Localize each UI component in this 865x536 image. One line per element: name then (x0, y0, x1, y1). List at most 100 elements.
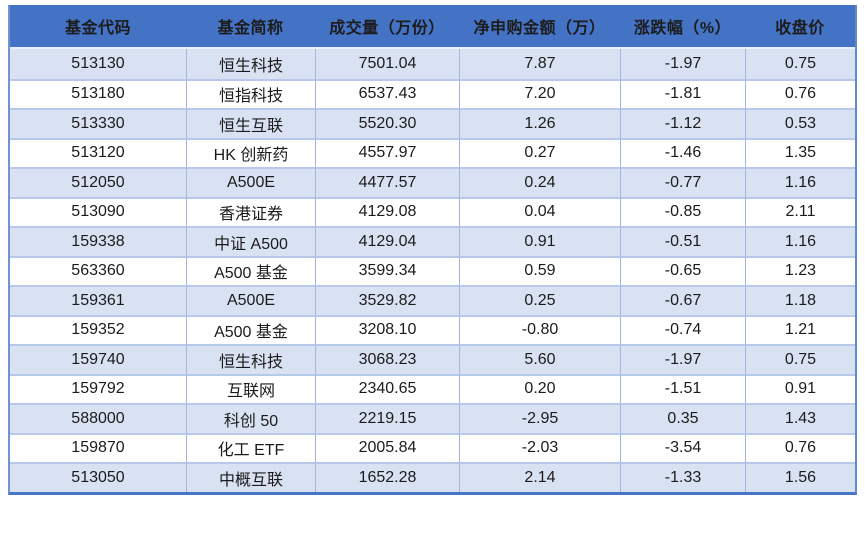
table-cell-net: 7.87 (459, 49, 620, 79)
table-cell-volume: 4129.08 (315, 196, 459, 226)
header-cell-code: 基金代码 (10, 5, 186, 49)
table-cell-change: -0.67 (620, 285, 745, 315)
table-cell-change: -1.51 (620, 373, 745, 403)
fund-table-container: 基金代码 基金简称 成交量（万份） 净申购金额（万） 涨跌幅（%） 收盘价 51… (8, 5, 857, 495)
table-cell-net: 2.14 (459, 462, 620, 492)
table-row: 513090 香港证券 4129.08 0.04 -0.85 2.11 (10, 196, 855, 226)
table-cell-volume: 3529.82 (315, 285, 459, 315)
table-row: 159338 中证 A500 4129.04 0.91 -0.51 1.16 (10, 226, 855, 256)
table-cell-code: 513130 (10, 49, 186, 79)
table-cell-close: 0.91 (745, 373, 855, 403)
table-cell-name: 恒生科技 (186, 344, 315, 374)
table-cell-name: HK 创新药 (186, 137, 315, 167)
table-cell-name: 中证 A500 (186, 226, 315, 256)
table-cell-change: -1.97 (620, 49, 745, 79)
table-cell-code: 513120 (10, 137, 186, 167)
table-row: 159352 A500 基金 3208.10 -0.80 -0.74 1.21 (10, 314, 855, 344)
table-cell-code: 159361 (10, 285, 186, 315)
table-cell-name: A500 基金 (186, 314, 315, 344)
table-cell-code: 513330 (10, 108, 186, 138)
table-header: 基金代码 基金简称 成交量（万份） 净申购金额（万） 涨跌幅（%） 收盘价 (10, 5, 855, 49)
header-cell-close: 收盘价 (745, 5, 855, 49)
table-cell-net: -2.03 (459, 432, 620, 462)
table-cell-code: 513180 (10, 78, 186, 108)
table-row: 159740 恒生科技 3068.23 5.60 -1.97 0.75 (10, 344, 855, 374)
table-cell-volume: 5520.30 (315, 108, 459, 138)
table-cell-change: -3.54 (620, 432, 745, 462)
table-cell-change: -1.33 (620, 462, 745, 492)
header-cell-volume: 成交量（万份） (315, 5, 459, 49)
table-cell-code: 513090 (10, 196, 186, 226)
table-cell-net: 0.25 (459, 285, 620, 315)
table-row: 159870 化工 ETF 2005.84 -2.03 -3.54 0.76 (10, 432, 855, 462)
table-row: 513330 恒生互联 5520.30 1.26 -1.12 0.53 (10, 108, 855, 138)
table-cell-volume: 3068.23 (315, 344, 459, 374)
table-cell-name: 中概互联 (186, 462, 315, 492)
table-cell-volume: 4477.57 (315, 167, 459, 197)
table-cell-close: 1.16 (745, 226, 855, 256)
table-cell-name: 互联网 (186, 373, 315, 403)
table-cell-close: 1.18 (745, 285, 855, 315)
table-cell-net: 0.24 (459, 167, 620, 197)
header-cell-name: 基金简称 (186, 5, 315, 49)
table-cell-name: A500 基金 (186, 255, 315, 285)
table-cell-change: -1.81 (620, 78, 745, 108)
table-row: 588000 科创 50 2219.15 -2.95 0.35 1.43 (10, 403, 855, 433)
table-cell-change: 0.35 (620, 403, 745, 433)
table-cell-net: 7.20 (459, 78, 620, 108)
table-cell-change: -0.51 (620, 226, 745, 256)
table-cell-close: 1.56 (745, 462, 855, 492)
table-cell-name: A500E (186, 167, 315, 197)
table-cell-name: 香港证券 (186, 196, 315, 226)
table-cell-close: 0.76 (745, 432, 855, 462)
fund-table: 基金代码 基金简称 成交量（万份） 净申购金额（万） 涨跌幅（%） 收盘价 51… (10, 5, 855, 492)
table-cell-name: 化工 ETF (186, 432, 315, 462)
table-cell-close: 0.75 (745, 344, 855, 374)
table-cell-name: A500E (186, 285, 315, 315)
table-cell-name: 恒生科技 (186, 49, 315, 79)
table-cell-name: 科创 50 (186, 403, 315, 433)
table-body: 513130 恒生科技 7501.04 7.87 -1.97 0.75 513180 恒指科技… (10, 49, 855, 492)
table-cell-code: 563360 (10, 255, 186, 285)
table-cell-volume: 2340.65 (315, 373, 459, 403)
table-cell-close: 1.16 (745, 167, 855, 197)
table-cell-net: -0.80 (459, 314, 620, 344)
header-row: 基金代码 基金简称 成交量（万份） 净申购金额（万） 涨跌幅（%） 收盘价 (10, 5, 855, 49)
table-cell-change: -1.12 (620, 108, 745, 138)
table-row: 513180 恒指科技 6537.43 7.20 -1.81 0.76 (10, 78, 855, 108)
table-row: 513120 HK 创新药 4557.97 0.27 -1.46 1.35 (10, 137, 855, 167)
table-cell-volume: 6537.43 (315, 78, 459, 108)
table-cell-volume: 2005.84 (315, 432, 459, 462)
table-cell-name: 恒指科技 (186, 78, 315, 108)
table-row: 563360 A500 基金 3599.34 0.59 -0.65 1.23 (10, 255, 855, 285)
table-row: 513130 恒生科技 7501.04 7.87 -1.97 0.75 (10, 49, 855, 79)
table-cell-net: 0.20 (459, 373, 620, 403)
table-cell-volume: 2219.15 (315, 403, 459, 433)
table-cell-code: 159740 (10, 344, 186, 374)
table-cell-code: 159870 (10, 432, 186, 462)
table-row: 512050 A500E 4477.57 0.24 -0.77 1.16 (10, 167, 855, 197)
table-cell-volume: 3599.34 (315, 255, 459, 285)
table-cell-close: 1.23 (745, 255, 855, 285)
table-cell-volume: 1652.28 (315, 462, 459, 492)
table-cell-code: 513050 (10, 462, 186, 492)
table-cell-change: -0.65 (620, 255, 745, 285)
table-cell-code: 159792 (10, 373, 186, 403)
table-cell-code: 159338 (10, 226, 186, 256)
table-cell-close: 2.11 (745, 196, 855, 226)
header-cell-change: 涨跌幅（%） (620, 5, 745, 49)
table-cell-net: 0.27 (459, 137, 620, 167)
table-cell-code: 512050 (10, 167, 186, 197)
table-row: 159361 A500E 3529.82 0.25 -0.67 1.18 (10, 285, 855, 315)
table-cell-close: 0.75 (745, 49, 855, 79)
table-cell-volume: 3208.10 (315, 314, 459, 344)
table-cell-code: 159352 (10, 314, 186, 344)
table-cell-net: -2.95 (459, 403, 620, 433)
table-cell-net: 5.60 (459, 344, 620, 374)
table-cell-change: -1.97 (620, 344, 745, 374)
table-row: 513050 中概互联 1652.28 2.14 -1.33 1.56 (10, 462, 855, 492)
table-cell-change: -0.77 (620, 167, 745, 197)
table-cell-change: -1.46 (620, 137, 745, 167)
table-cell-close: 1.35 (745, 137, 855, 167)
